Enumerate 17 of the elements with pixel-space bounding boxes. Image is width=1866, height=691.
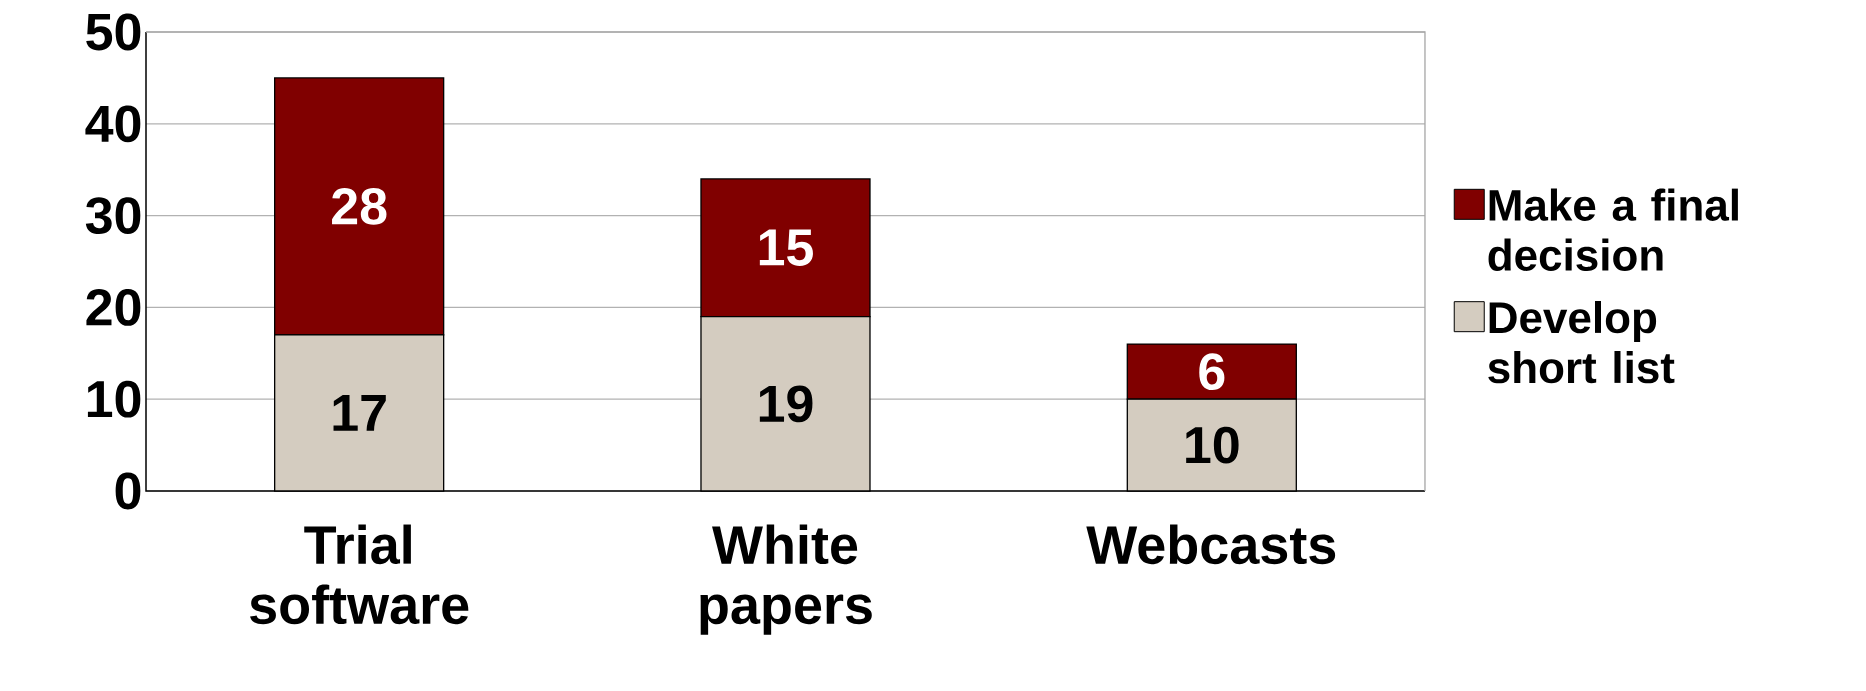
- data-label: 6: [1199, 353, 1225, 391]
- y-tick-label: 20: [86, 288, 141, 326]
- y-tick-label: 0: [115, 472, 141, 510]
- data-label: 15: [759, 229, 813, 266]
- data-label: 19: [759, 385, 813, 423]
- x-tick-label: White papers: [700, 524, 872, 635]
- y-tick-label: 30: [85, 197, 141, 235]
- x-tick-label: Trial software: [250, 524, 469, 625]
- y-tick-label: 10: [87, 380, 141, 418]
- y-tick-label: 40: [85, 105, 141, 143]
- legend-label: Develop short list: [1488, 300, 1675, 384]
- x-tick-label: Webcasts: [1086, 524, 1336, 565]
- legend-label: Make a final decision: [1488, 188, 1738, 271]
- data-label: 10: [1186, 426, 1239, 464]
- y-tick-label: 50: [86, 13, 141, 51]
- data-label: 28: [332, 188, 387, 225]
- data-label: 17: [333, 395, 386, 431]
